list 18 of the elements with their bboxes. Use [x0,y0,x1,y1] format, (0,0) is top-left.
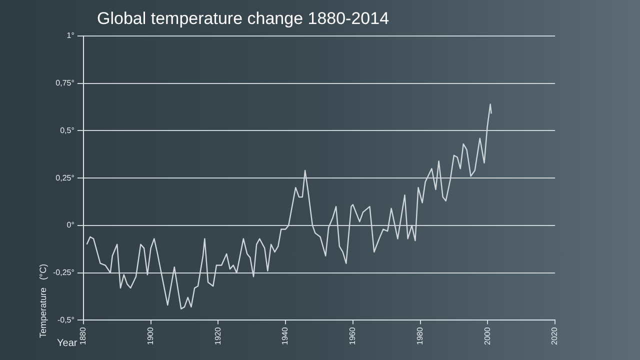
x-tick-label: 2020 [550,326,560,345]
x-tick-label: 1920 [213,326,222,345]
y-tick-label: 1° [66,31,74,40]
y-tick-label: 0,25° [56,173,74,182]
x-axis-title: Year [57,338,78,349]
y-tick-label: -0,25° [52,268,74,278]
y-tick-label: 0,75° [56,78,74,88]
x-tick-label: 1900 [146,326,156,345]
x-tick-label: 1880 [78,326,88,345]
chart-title: Global temperature change 1880-2014 [97,9,390,29]
y-tick-label: 0° [66,220,74,230]
y-axis-title: Temperature (°C) [38,264,48,338]
x-tick-label: 1980 [415,326,424,345]
x-tick-label: 1960 [348,326,358,345]
y-tick-label: -0,5° [57,315,74,324]
y-tick-label: 0,5° [60,126,74,135]
x-tick-label: 2000 [482,326,492,345]
x-tick-label: 1940 [280,326,290,345]
